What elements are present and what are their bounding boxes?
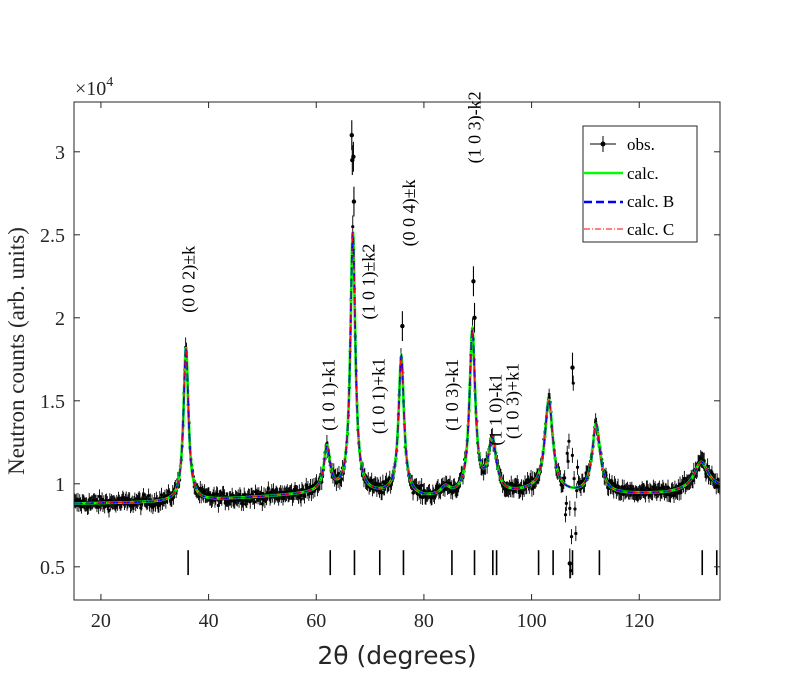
y-axis-exponent: ×104	[75, 75, 113, 100]
legend-calc-c-label: calc. C	[627, 220, 674, 239]
x-tick-label: 60	[306, 610, 326, 632]
obs-point	[472, 315, 477, 320]
legend-calc-label: calc.	[627, 164, 659, 183]
obs-point	[252, 500, 257, 504]
obs-point	[420, 483, 424, 488]
obs-point	[147, 493, 151, 498]
y-axis-exponent-power: 4	[106, 75, 113, 90]
obs-point	[563, 476, 567, 480]
y-tick-label: 2.5	[40, 225, 65, 247]
obs-point	[569, 535, 574, 539]
obs-point	[567, 561, 573, 566]
obs-point	[448, 481, 452, 485]
obs-point	[215, 492, 220, 496]
obs-point	[575, 489, 579, 493]
chart-legend: obs. calc. calc. B calc. C	[582, 125, 698, 243]
obs-point	[471, 279, 476, 284]
obs-point	[574, 531, 578, 536]
x-tick-label: 20	[91, 610, 111, 632]
axes-box	[73, 101, 721, 601]
obs-point	[259, 491, 264, 495]
obs-point	[351, 154, 356, 159]
legend-obs-marker	[600, 141, 606, 147]
obs-point	[572, 476, 576, 481]
peak-label: (1 0 1)-k1	[319, 359, 340, 431]
obs-point	[566, 459, 570, 464]
y-tick-label: 1	[55, 474, 65, 496]
obs-point	[378, 482, 382, 486]
x-axis-title: 2θ (degrees)	[317, 641, 476, 670]
obs-point	[567, 439, 571, 443]
calc-b-series-line	[74, 231, 720, 505]
obs-point	[299, 497, 303, 501]
obs-point	[351, 225, 355, 229]
peak-label: (1 0 1)±k2	[359, 244, 380, 320]
obs-point	[400, 323, 405, 329]
obs-point	[351, 199, 357, 204]
legend-obs-label: obs.	[627, 135, 655, 154]
obs-point	[370, 478, 374, 482]
y-tick-label: 1.5	[40, 391, 65, 413]
obs-point	[563, 513, 568, 517]
obs-point	[564, 501, 568, 505]
x-tick-label: 40	[199, 610, 219, 632]
obs-point	[570, 453, 574, 457]
x-tick-label: 120	[624, 610, 654, 632]
obs-point	[138, 498, 142, 502]
peak-label: (1 1 0)-k1	[486, 374, 507, 446]
x-tick-label: 80	[414, 610, 434, 632]
peak-label: (1 0 3)-k2	[465, 91, 486, 163]
y-axis-exponent-base: ×10	[75, 78, 106, 100]
obs-point	[241, 502, 245, 506]
obs-point	[568, 506, 572, 510]
obs-point	[380, 491, 384, 495]
peak-label: (1 0 1)+k1	[369, 358, 390, 434]
peak-label: (0 0 2)±k	[179, 246, 200, 313]
obs-point	[339, 477, 344, 481]
legend-calc-b-label: calc. B	[627, 192, 674, 211]
y-tick-label: 0.5	[40, 557, 65, 579]
y-tick-label: 2	[55, 308, 65, 330]
y-tick-label: 3	[55, 142, 65, 164]
obs-point	[573, 507, 577, 511]
obs-point	[570, 365, 575, 370]
y-axis-title: Neutron counts (arb. units)	[4, 227, 29, 475]
calc-series-line	[74, 231, 720, 505]
obs-point	[107, 508, 111, 513]
obs-point	[216, 503, 220, 508]
plot-area	[74, 120, 720, 579]
obs-point	[575, 465, 580, 469]
obs-point	[349, 133, 354, 138]
calc-c-series-line	[74, 231, 720, 505]
peak-label: (1 0 3)-k1	[442, 359, 463, 431]
peak-label: (0 0 4)±k	[399, 180, 420, 247]
x-tick-label: 100	[517, 610, 547, 632]
obs-point	[97, 505, 101, 509]
peak-label: (1 0 3)+k1	[503, 363, 524, 439]
obs-point	[418, 486, 422, 490]
